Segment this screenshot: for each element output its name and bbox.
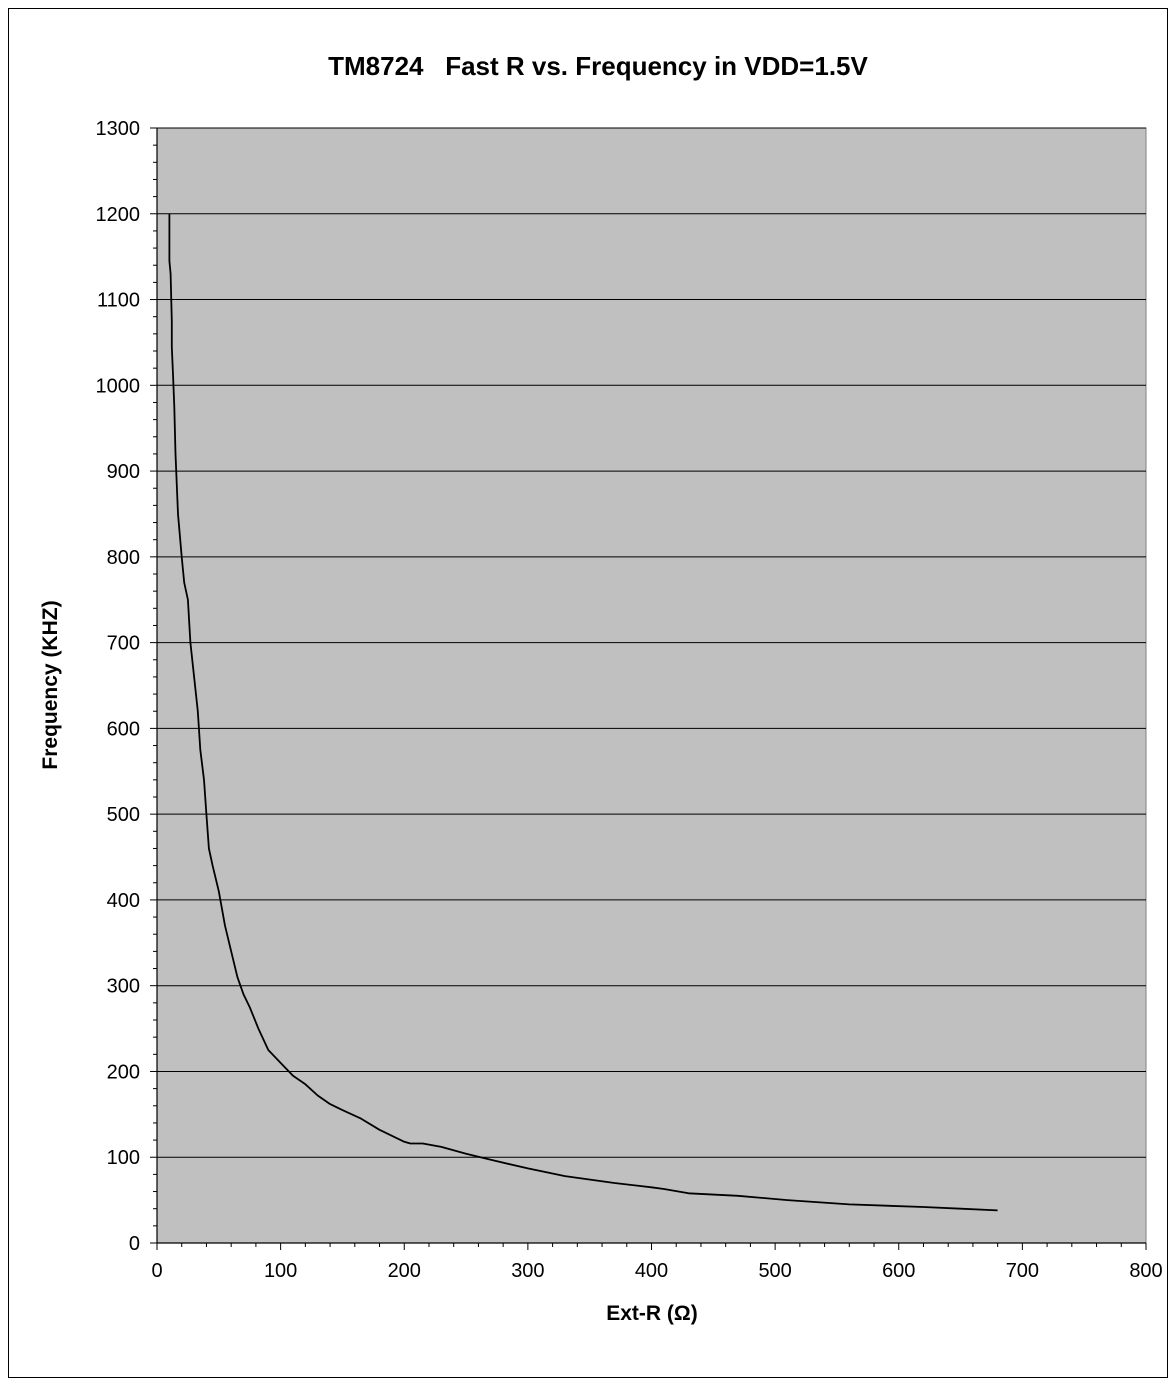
x-tick-label-700: 700 [1006, 1260, 1039, 1282]
plot-area [156, 127, 1147, 1244]
series-line-0 [168, 213, 998, 1212]
x-tick-label-500: 500 [758, 1260, 791, 1282]
y-tick-label-400: 400 [107, 890, 140, 912]
y-tick-label-800: 800 [107, 547, 140, 569]
y-axis-ticks: 0 100 200 300 400 500 600 700 800 900 1000 1100 1200… [96, 118, 157, 1255]
chart-title: TM8724 Fast R vs. Frequency in VDD=1.5V [328, 51, 868, 81]
y-tick-label-100: 100 [107, 1147, 140, 1169]
x-axis-label: Ext-R (Ω) [606, 1302, 698, 1325]
gridlines [157, 127, 1146, 1158]
x-tick-label-0: 0 [151, 1260, 162, 1282]
y-tick-label-300: 300 [107, 976, 140, 998]
x-tick-label-400: 400 [635, 1260, 668, 1282]
x-tick-label-600: 600 [882, 1260, 915, 1282]
x-tick-label-200: 200 [388, 1260, 421, 1282]
x-axis-ticks: 0 100 200 300 400 500 600 700 800 [151, 1243, 1163, 1282]
y-tick-label-0: 0 [129, 1233, 140, 1255]
y-tick-label-200: 200 [107, 1061, 140, 1083]
y-tick-label-900: 900 [107, 461, 140, 483]
y-tick-label-1000: 1000 [96, 375, 141, 397]
y-tick-label-1200: 1200 [96, 204, 141, 226]
x-tick-label-300: 300 [511, 1260, 544, 1282]
x-tick-label-100: 100 [264, 1260, 297, 1282]
x-tick-label-800: 800 [1129, 1260, 1162, 1282]
y-tick-label-600: 600 [107, 718, 140, 740]
series-layer [168, 213, 998, 1212]
y-tick-label-1100: 1100 [97, 290, 140, 312]
y-tick-label-500: 500 [107, 804, 140, 826]
y-tick-label-1300: 1300 [96, 118, 141, 140]
y-tick-label-700: 700 [107, 633, 140, 655]
y-axis-label: Frequency (KHZ) [39, 600, 62, 769]
